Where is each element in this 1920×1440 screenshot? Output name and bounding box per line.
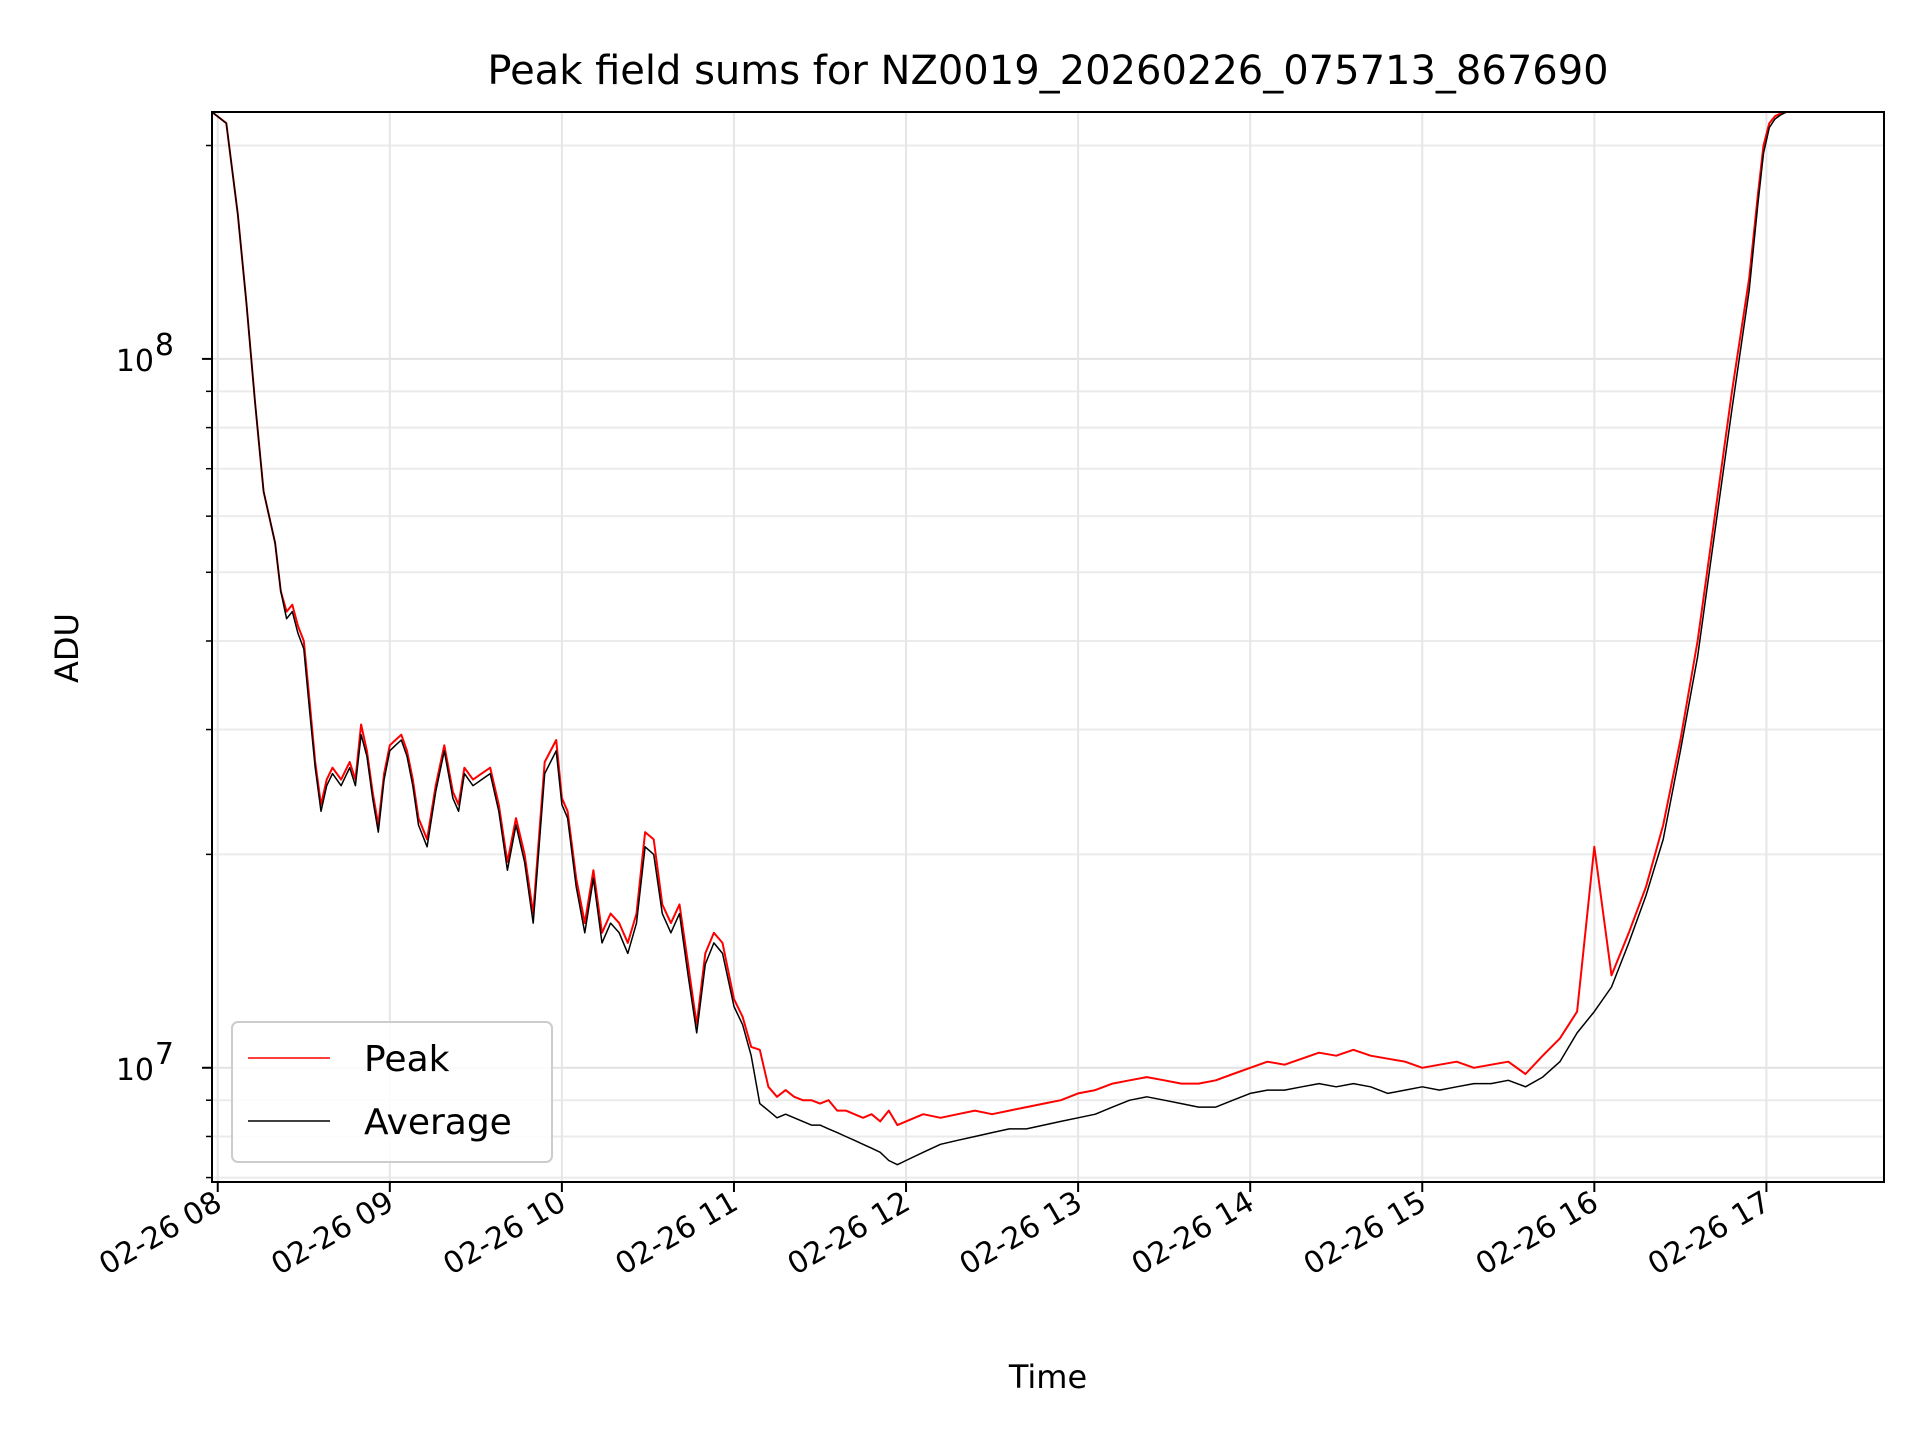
series-layer [211, 111, 1810, 1166]
grid [212, 112, 1884, 1182]
legend: Peak Average [231, 1021, 553, 1163]
y-axis-title: ADU [48, 613, 86, 683]
series-line-peak [211, 111, 1810, 1127]
series-line-average [211, 111, 1810, 1166]
legend-box [231, 1021, 553, 1163]
y-tick-label-exponent: 8 [155, 328, 174, 363]
legend-label-peak: Peak [364, 1039, 450, 1080]
y-tick-label: 10 [116, 344, 154, 379]
y-tick-label-exponent: 7 [155, 1037, 174, 1072]
chart-title: Peak field sums for NZ0019_20260226_0757… [487, 48, 1608, 94]
legend-label-average: Average [364, 1102, 512, 1143]
x-axis-title: Time [1008, 1358, 1087, 1396]
y-tick-label: 10 [116, 1053, 154, 1088]
plot-frame [211, 111, 1885, 1183]
